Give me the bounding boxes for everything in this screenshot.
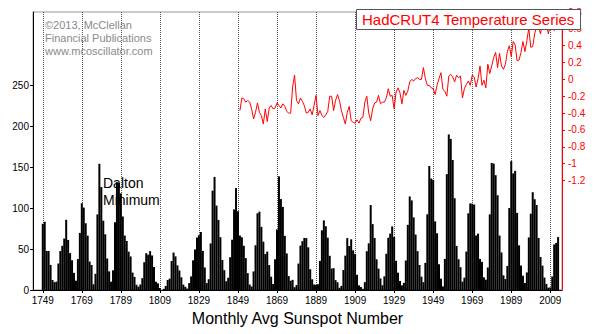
svg-text:250: 250: [12, 80, 29, 91]
svg-text:1949: 1949: [422, 295, 445, 306]
svg-text:50: 50: [18, 244, 30, 255]
svg-text:-0.6: -0.6: [568, 124, 586, 135]
svg-text:0: 0: [568, 74, 574, 85]
svg-text:1829: 1829: [188, 295, 211, 306]
svg-text:1769: 1769: [71, 295, 94, 306]
svg-text:-0.2: -0.2: [568, 91, 586, 102]
svg-text:200: 200: [12, 121, 29, 132]
svg-text:1789: 1789: [110, 295, 133, 306]
svg-text:0: 0: [23, 285, 29, 296]
svg-text:1969: 1969: [461, 295, 484, 306]
svg-text:1989: 1989: [500, 295, 523, 306]
svg-text:-1.2: -1.2: [568, 175, 586, 186]
svg-text:1749: 1749: [32, 295, 55, 306]
svg-text:1849: 1849: [227, 295, 250, 306]
svg-text:Financial Publications: Financial Publications: [45, 32, 152, 44]
svg-text:Monthly Avg Sunspot Number: Monthly Avg Sunspot Number: [192, 310, 404, 327]
svg-text:100: 100: [12, 203, 29, 214]
svg-text:1909: 1909: [344, 295, 367, 306]
svg-text:2009: 2009: [539, 295, 562, 306]
svg-text:1809: 1809: [149, 295, 172, 306]
svg-text:www.mcoscillator.com: www.mcoscillator.com: [44, 45, 153, 57]
svg-text:1869: 1869: [266, 295, 289, 306]
svg-text:150: 150: [12, 162, 29, 173]
svg-text:HadCRUT4 Temperature Series: HadCRUT4 Temperature Series: [362, 11, 574, 28]
svg-text:Dalton: Dalton: [103, 175, 143, 191]
svg-text:-0.4: -0.4: [568, 108, 586, 119]
svg-text:-1: -1: [568, 158, 577, 169]
svg-text:Minimum: Minimum: [103, 192, 160, 208]
svg-text:1889: 1889: [305, 295, 328, 306]
svg-text:©2013, McClellan: ©2013, McClellan: [45, 19, 132, 31]
svg-text:1929: 1929: [383, 295, 406, 306]
svg-text:-0.8: -0.8: [568, 141, 586, 152]
svg-text:0.2: 0.2: [568, 57, 582, 68]
svg-text:0.4: 0.4: [568, 40, 582, 51]
